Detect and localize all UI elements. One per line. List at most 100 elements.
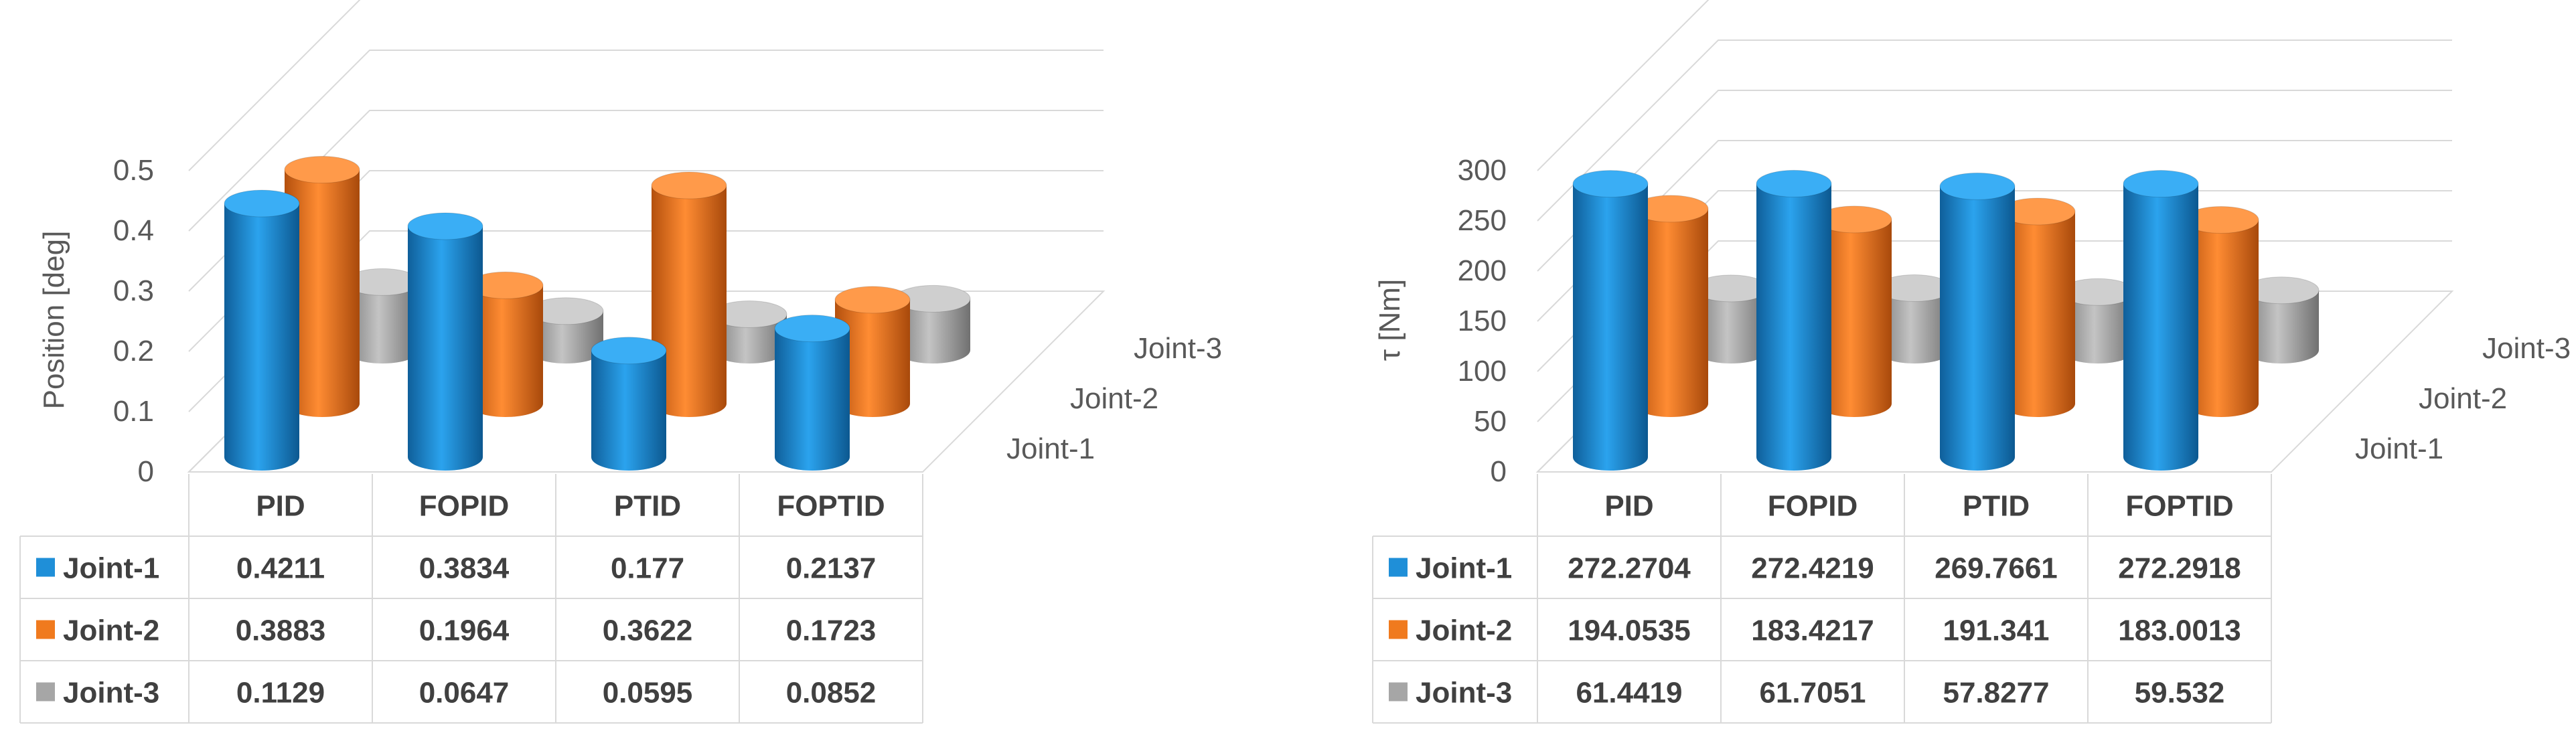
bar-body xyxy=(468,285,543,417)
table-header-pid: PID xyxy=(1604,490,1653,523)
bar-joint-3-ptid xyxy=(2060,278,2136,363)
table-row-label: Joint-1 xyxy=(1416,552,1512,585)
bar-body xyxy=(2060,292,2135,363)
bar-series xyxy=(224,156,971,471)
bar-joint-3-foptid xyxy=(2243,276,2320,363)
y-tick-label: 0.5 xyxy=(113,154,154,187)
bar-body xyxy=(591,350,666,471)
bar-body xyxy=(1633,208,1708,417)
bar-body xyxy=(1573,183,1648,471)
position-chart: Position [deg] 00.10.20.30.40.5 Joint-1J… xyxy=(19,0,1222,724)
bar-body xyxy=(1817,219,1892,417)
bar-joint-2-foptid xyxy=(834,286,911,417)
table-cell: 0.1723 xyxy=(786,614,877,647)
bar-joint-2-fopid xyxy=(1816,206,1892,417)
table-cell: 272.2704 xyxy=(1568,552,1691,585)
table-header-fopid: FOPID xyxy=(1768,490,1858,523)
y-tick-label: 0 xyxy=(138,455,154,488)
table-cell: 61.4419 xyxy=(1576,677,1682,710)
y-axis-label: τ [Nm] xyxy=(1373,279,1406,361)
torque-chart: τ [Nm] 0 50 100 150 200 250 300 Joint-1 Joint-2… xyxy=(1372,0,2571,724)
table-cell: 0.0852 xyxy=(786,677,877,710)
y-tick-label: 150 xyxy=(1458,305,1507,337)
table-cell: 0.3834 xyxy=(419,552,510,585)
bar-joint-1-pid xyxy=(1572,170,1649,471)
depth-label: Joint-3 xyxy=(1134,332,1222,365)
table-cell: 269.7661 xyxy=(1935,552,2058,585)
depth-label: Joint-2 xyxy=(1070,382,1158,415)
bar-cap xyxy=(834,286,911,314)
bar-joint-1-foptid xyxy=(2123,170,2199,471)
table-cell: 0.0595 xyxy=(603,677,693,710)
table-cell: 0.0647 xyxy=(419,677,510,710)
bar-body xyxy=(1940,186,2015,471)
y-tick-label: 0.2 xyxy=(113,335,154,367)
table-header-fopid: FOPID xyxy=(419,490,509,523)
depth-axis-labels: Joint-1 Joint-2 Joint-3 xyxy=(1006,332,1222,465)
bar-body xyxy=(1693,288,1768,363)
bar-series xyxy=(1572,169,2320,471)
bar-joint-3-pid xyxy=(344,268,421,363)
table-cell: 0.2137 xyxy=(786,552,877,585)
bar-body xyxy=(2244,290,2319,363)
bar-joint-1-pid xyxy=(224,189,300,471)
legend-key-joint-1 xyxy=(1389,558,1408,577)
table-header-pid: PID xyxy=(256,490,305,523)
table-cell: 0.4211 xyxy=(236,552,325,585)
y-tick-label: 0.3 xyxy=(113,274,154,307)
bar-joint-3-fopid xyxy=(528,297,604,363)
table-cell: 0.177 xyxy=(611,552,684,585)
bar-joint-1-ptid xyxy=(591,337,667,471)
table-row-label: Joint-1 xyxy=(63,552,159,585)
bar-joint-2-pid xyxy=(1633,195,1709,417)
table-header-foptid: FOPTID xyxy=(777,490,885,523)
data-table: PID FOPID PTID FOPTID Joint-1 0.4211 0.3834 0.1… xyxy=(19,474,923,724)
bar-joint-1-foptid xyxy=(774,315,850,471)
gridline xyxy=(1537,39,2452,222)
bar-joint-2-fopid xyxy=(467,271,544,417)
bar-body xyxy=(528,311,603,363)
bar-cap xyxy=(774,315,850,343)
bar-cap xyxy=(651,171,727,199)
bar-body xyxy=(895,299,970,363)
bar-joint-3-foptid xyxy=(895,284,971,363)
gridline xyxy=(188,50,1104,232)
bar-joint-3-pid xyxy=(1693,274,1769,363)
bar-body xyxy=(2184,220,2259,417)
depth-label: Joint-1 xyxy=(1006,432,1095,465)
table-cell: 191.341 xyxy=(1943,614,2049,647)
table-cell: 272.2918 xyxy=(2118,552,2241,585)
legend-key-joint-2 xyxy=(36,620,55,639)
table-header-foptid: FOPTID xyxy=(2125,490,2233,523)
table-cell: 272.4219 xyxy=(1751,552,1874,585)
bar-body xyxy=(775,328,850,471)
bar-body xyxy=(1756,183,1831,471)
bar-body xyxy=(345,282,420,363)
bar-body xyxy=(712,314,787,363)
bar-body xyxy=(835,299,910,417)
bar-joint-2-ptid xyxy=(1999,197,2076,417)
bar-body xyxy=(2123,183,2198,471)
gridline xyxy=(188,0,361,171)
bar-cap xyxy=(284,156,360,184)
depth-axis-labels: Joint-1 Joint-2 Joint-3 xyxy=(2355,332,2571,465)
bar-body xyxy=(224,203,299,471)
bar-cap xyxy=(591,337,667,365)
bar-cap xyxy=(407,212,483,240)
table-cell: 183.0013 xyxy=(2118,614,2241,647)
data-table: PID FOPID PTID FOPTID Joint-1 272.2704 272.421… xyxy=(1372,474,2272,724)
bar-body xyxy=(408,226,483,471)
bar-cap xyxy=(1756,169,1832,197)
depth-label: Joint-2 xyxy=(2419,382,2507,415)
bar-joint-1-fopid xyxy=(1756,169,1832,471)
bar-cap xyxy=(1572,170,1649,198)
table-cell: 183.4217 xyxy=(1751,614,1874,647)
table-cell: 0.1129 xyxy=(236,677,325,710)
y-tick-label: 0.1 xyxy=(113,395,154,428)
table-header-ptid: PTID xyxy=(1963,490,2030,523)
bar-joint-1-ptid xyxy=(1939,172,2016,471)
y-tick-label: 100 xyxy=(1458,355,1507,388)
y-tick-label: 0.4 xyxy=(113,214,154,247)
bar-joint-2-foptid xyxy=(2183,206,2259,417)
table-cell: 0.1964 xyxy=(419,614,510,647)
